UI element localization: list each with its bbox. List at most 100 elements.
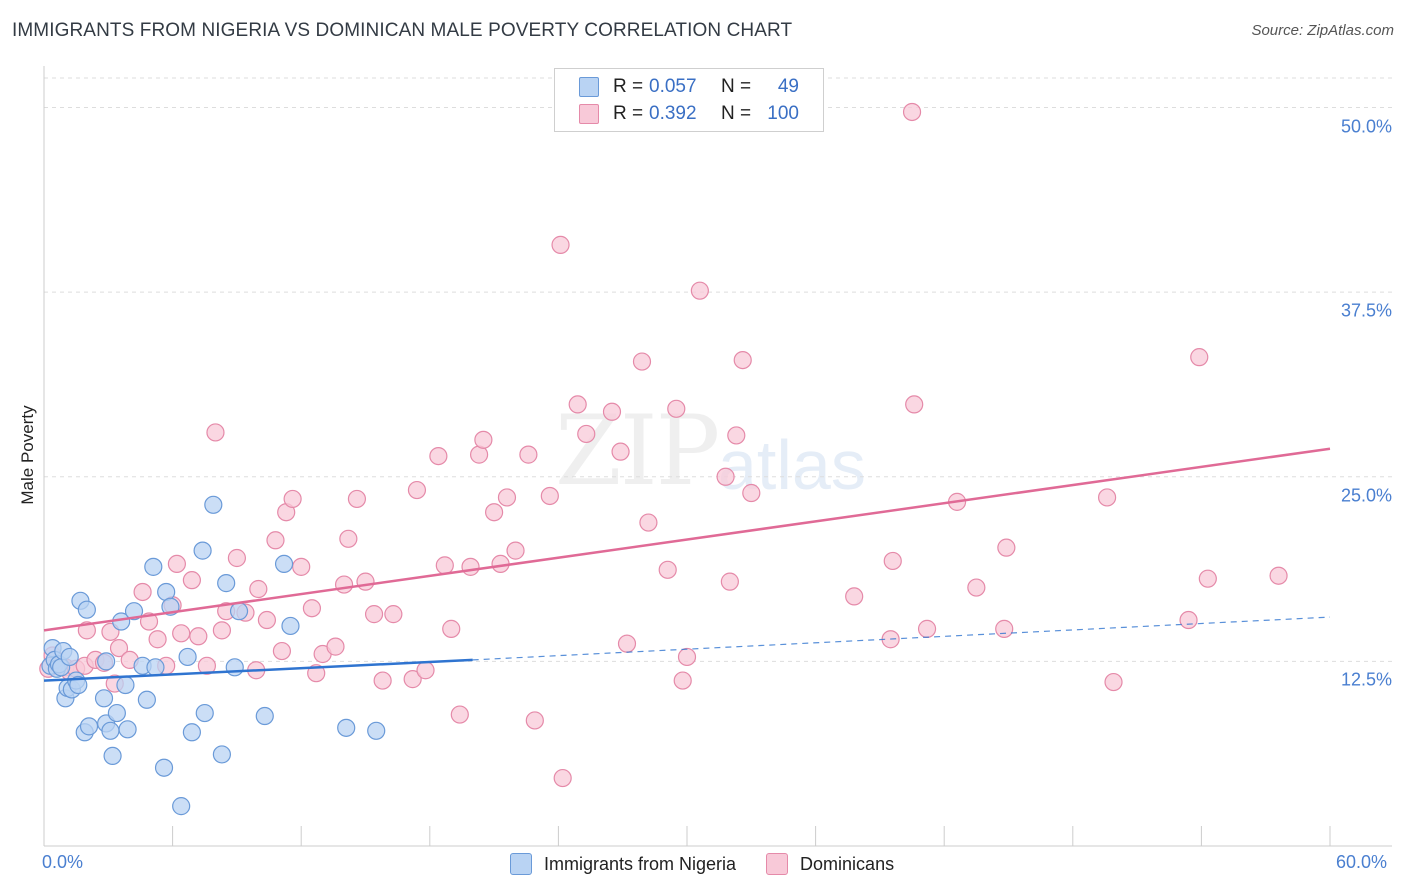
trend-lines	[43, 447, 1331, 682]
dominicans-point	[347, 489, 367, 509]
dominicans-point	[474, 430, 493, 449]
watermark-zip: ZIP	[555, 395, 720, 507]
y-tick-label: 37.5%	[1340, 300, 1392, 321]
legend-item-dominicans: Dominicans	[766, 853, 894, 875]
stats-row-nigeria: R = 0.057 N = 49	[579, 75, 799, 99]
nigeria-points	[41, 495, 386, 816]
dominicans-point	[1097, 488, 1117, 507]
dominicans-point	[1198, 569, 1217, 588]
dominicans-point	[716, 467, 735, 486]
dominicans-point	[257, 610, 277, 630]
dominicans-point	[995, 619, 1014, 638]
dominicans-trend-line	[43, 447, 1331, 632]
dominicans-point	[639, 513, 658, 532]
dominicans-point	[568, 395, 587, 414]
dominicans-point	[407, 480, 427, 500]
dominicans-point	[334, 575, 354, 594]
dominicans-point	[266, 531, 285, 550]
y-tick-label: 12.5%	[1340, 669, 1392, 690]
dominicans-point	[967, 578, 986, 597]
dominicans-point	[212, 621, 231, 640]
nigeria-point	[77, 600, 96, 619]
dominicans-point	[384, 605, 403, 624]
x-tick-label-max: 60.0%	[1336, 852, 1388, 872]
dominicans-point	[364, 605, 384, 624]
dominicans-point	[519, 445, 538, 464]
dominicans-point	[249, 579, 268, 599]
dominicans-points	[39, 102, 1288, 788]
nigeria-point	[255, 706, 274, 726]
dominicans-point	[167, 554, 186, 574]
dominicans-point	[227, 548, 246, 568]
nigeria-point	[97, 652, 116, 671]
x-tick-label-min: 0.0%	[42, 852, 84, 872]
dominicans-point	[506, 541, 525, 560]
dominicans-point	[658, 560, 677, 579]
dominicans-point	[602, 402, 622, 421]
dominicans-point	[845, 587, 864, 606]
nigeria-point	[94, 689, 114, 708]
legend-item-nigeria: Immigrants from Nigeria	[510, 853, 736, 875]
dominicans-point	[326, 637, 345, 656]
dominicans-point	[1190, 348, 1209, 367]
dominicans-point	[148, 630, 167, 649]
nigeria-point	[103, 746, 122, 766]
legend-swatch-nigeria	[510, 853, 532, 875]
dominicans-point	[673, 671, 692, 690]
legend-label-dominicans: Dominicans	[800, 853, 895, 874]
dominicans-point	[720, 572, 739, 591]
dominicans-point	[525, 711, 544, 730]
dominicans-point	[1269, 566, 1288, 585]
legend-swatch-dominicans	[766, 853, 789, 875]
dominicans-point	[690, 281, 709, 300]
dominicans-point	[272, 641, 292, 661]
dominicans-point	[727, 426, 746, 445]
nigeria-point	[144, 557, 163, 576]
nigeria-point	[229, 602, 249, 621]
dominicans-swatch	[579, 104, 599, 124]
nigeria-trend-extension	[472, 616, 1331, 661]
dominicans-point	[497, 488, 517, 507]
nigeria-point	[124, 602, 144, 621]
dominicans-point	[403, 670, 422, 689]
nigeria-point	[107, 703, 126, 723]
nigeria-point	[217, 574, 236, 593]
nigeria-trend-line	[43, 658, 473, 682]
dominicans-point	[339, 529, 358, 548]
dominicans-point	[997, 538, 1016, 557]
dominicans-point	[182, 571, 201, 590]
dominicans-point	[611, 442, 630, 461]
nigeria-point	[79, 717, 99, 736]
dominicans-point	[733, 350, 752, 370]
dominicans-point	[1104, 672, 1123, 692]
y-tick-label: 50.0%	[1340, 116, 1392, 137]
n-label: N =	[721, 76, 752, 97]
y-tick-label: 25.0%	[1340, 485, 1392, 506]
series-legend: Immigrants from Nigeria Dominicans	[510, 852, 924, 876]
dominicans-point	[435, 556, 454, 575]
nigeria-point	[281, 616, 300, 636]
grid-lines	[44, 77, 1392, 662]
r-value: 0.057	[649, 76, 697, 97]
dominicans-point	[416, 661, 435, 680]
dominicans-point	[677, 647, 697, 667]
nigeria-point	[101, 721, 120, 740]
nigeria-point	[367, 721, 386, 740]
dominicans-point	[133, 582, 152, 602]
dominicans-point	[1179, 610, 1198, 630]
nigeria-point	[172, 797, 191, 816]
nigeria-point	[116, 675, 135, 695]
nigeria-point	[118, 720, 137, 739]
legend-label-nigeria: Immigrants from Nigeria	[544, 853, 737, 874]
dominicans-point	[461, 557, 480, 576]
dominicans-point	[553, 768, 572, 788]
dominicans-point	[373, 671, 392, 690]
n-value: 49	[777, 76, 799, 97]
dominicans-point	[485, 503, 504, 522]
stats-legend: R = 0.057 N = 49 R = 0.392 N = 100	[554, 68, 824, 132]
dominicans-point	[450, 705, 469, 724]
nigeria-point	[178, 647, 197, 667]
nigeria-point	[146, 658, 165, 677]
dominicans-point	[307, 664, 326, 683]
nigeria-point	[193, 541, 212, 560]
